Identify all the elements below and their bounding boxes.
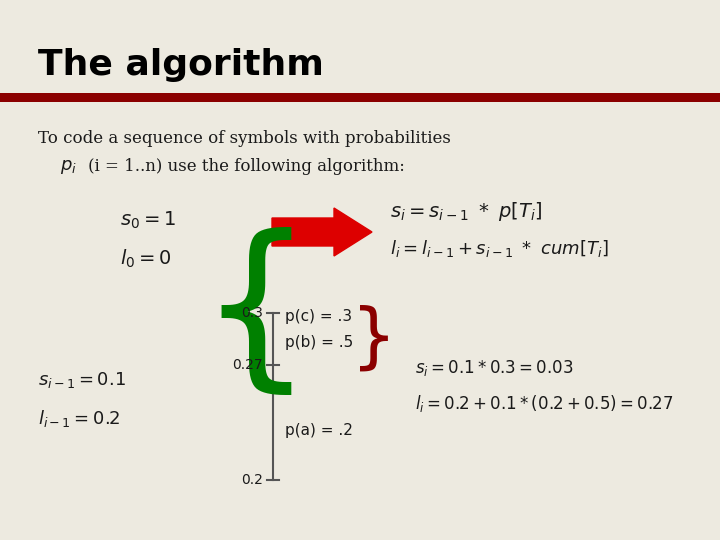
Text: $s_i = 0.1 * 0.3 = 0.03$: $s_i = 0.1 * 0.3 = 0.03$	[415, 358, 574, 378]
Text: $l_i = l_{i-1} + s_{i-1}\ *\ cum[T_i]$: $l_i = l_{i-1} + s_{i-1}\ *\ cum[T_i]$	[390, 238, 608, 259]
Text: $\}$: $\}$	[350, 304, 389, 374]
Text: $s_{i-1} = 0.1$: $s_{i-1} = 0.1$	[38, 370, 126, 390]
Text: p(a) = .2: p(a) = .2	[285, 422, 353, 437]
Text: $l_{i-1} = 0.2$: $l_{i-1} = 0.2$	[38, 408, 120, 429]
Bar	[0, 93, 720, 102]
Text: p(b) = .5: p(b) = .5	[285, 335, 354, 350]
Text: $p_i$: $p_i$	[60, 158, 77, 176]
Text: $s_i = s_{i-1}\ *\ p[T_i]$: $s_i = s_{i-1}\ *\ p[T_i]$	[390, 200, 542, 223]
Text: (i = 1..n) use the following algorithm:: (i = 1..n) use the following algorithm:	[88, 158, 405, 175]
Text: $s_0 = 1$: $s_0 = 1$	[120, 210, 176, 231]
Text: p(c) = .3: p(c) = .3	[285, 309, 352, 324]
Text: 0.3: 0.3	[241, 306, 263, 320]
Text: To code a sequence of symbols with probabilities: To code a sequence of symbols with proba…	[38, 130, 451, 147]
Text: The algorithm: The algorithm	[38, 48, 324, 82]
Text: $\{$: $\{$	[198, 227, 292, 403]
Text: 0.2: 0.2	[241, 473, 263, 487]
FancyArrow shape	[272, 208, 372, 256]
Text: $l_i = 0.2 + 0.1*(0.2 + 0.5) = 0.27$: $l_i = 0.2 + 0.1*(0.2 + 0.5) = 0.27$	[415, 393, 673, 414]
Text: 0.27: 0.27	[233, 358, 263, 372]
Text: $l_0 = 0$: $l_0 = 0$	[120, 248, 171, 271]
